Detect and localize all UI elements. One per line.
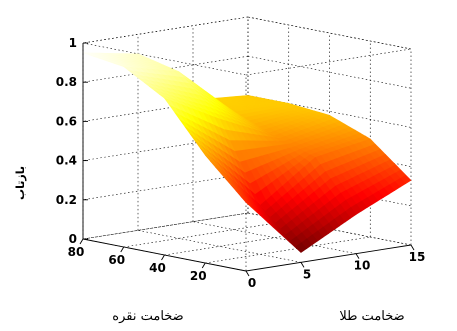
x-tick-label: 0 (248, 276, 256, 290)
z-tick-label: 0.8 (56, 75, 77, 89)
y-tick-label: 40 (149, 261, 166, 275)
x-axis-line (245, 244, 412, 272)
box-edge (82, 16, 249, 44)
y-axis-label: ضخامت نقره (112, 309, 183, 324)
box-edge (245, 48, 412, 76)
z-tick-label: 0 (69, 232, 77, 246)
z-tick-label: 0.2 (56, 193, 77, 207)
surface-patch (240, 196, 252, 208)
grid-line (137, 230, 302, 263)
x-tick-mark (245, 270, 250, 277)
y-tick-mark (161, 254, 165, 261)
x-tick-label: 5 (303, 267, 311, 281)
x-tick-mark (300, 262, 305, 268)
grid-line (82, 173, 249, 201)
surface-mesh (82, 52, 412, 253)
y-tick-label: 80 (68, 245, 85, 259)
z-tick-label: 1 (69, 36, 77, 50)
y-tick-label: 20 (190, 269, 207, 283)
x-tick-mark (410, 244, 415, 251)
y-tick-mark (120, 246, 125, 253)
z-axis-label: بازتاب (14, 166, 27, 200)
x-tick-mark (355, 253, 360, 259)
x-tick-label: 15 (409, 250, 426, 264)
z-tick-label: 0.6 (56, 114, 77, 128)
axes-box (79, 42, 415, 277)
x-tick-label: 10 (354, 259, 371, 273)
y-tick-label: 60 (108, 253, 125, 267)
z-tick-label: 0.4 (56, 154, 77, 168)
grid-line (123, 220, 289, 248)
grid-line (205, 236, 371, 264)
y-tick-mark (201, 262, 206, 269)
y-tick-mark (79, 238, 84, 245)
x-axis-label: ضخامت طلا (339, 309, 404, 324)
